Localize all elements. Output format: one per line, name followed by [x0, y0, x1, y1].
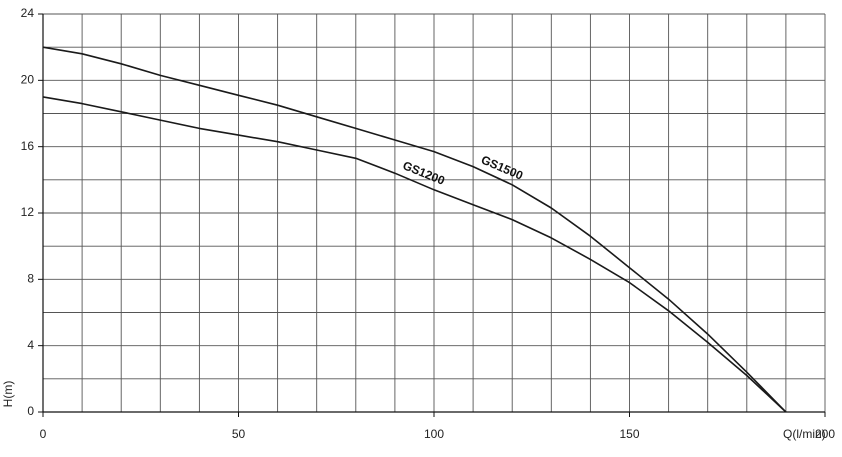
y-tick-label: 24 — [21, 6, 35, 20]
y-tick-label: 8 — [27, 272, 34, 286]
x-axis-label: Q(l/min) — [783, 427, 826, 441]
series-label-gs1200: GS1200 — [401, 158, 447, 188]
x-tick-label: 150 — [619, 427, 639, 441]
x-tick-label: 200 — [815, 427, 835, 441]
y-tick-label: 12 — [21, 205, 35, 219]
y-tick-label: 16 — [21, 139, 35, 153]
y-tick-label: 20 — [21, 73, 35, 87]
y-tick-label: 0 — [27, 404, 34, 418]
x-tick-label: 0 — [40, 427, 47, 441]
x-tick-label: 50 — [232, 427, 246, 441]
labels: Q(l/min) H(m) — [1, 381, 826, 441]
y-tick-label: 4 — [27, 338, 34, 352]
grid — [42, 13, 826, 413]
series-line-gs1200 — [42, 96, 787, 413]
axes — [38, 13, 826, 417]
series-lines: GS1500 GS1200 — [42, 46, 787, 413]
tick-labels: 0 4 8 12 16 20 24 0 50 100 150 200 — [21, 6, 836, 441]
x-tick-label: 100 — [424, 427, 444, 441]
y-axis-label: H(m) — [1, 381, 15, 408]
series-label-gs1500: GS1500 — [479, 153, 525, 183]
series-line-gs1500 — [42, 46, 787, 413]
